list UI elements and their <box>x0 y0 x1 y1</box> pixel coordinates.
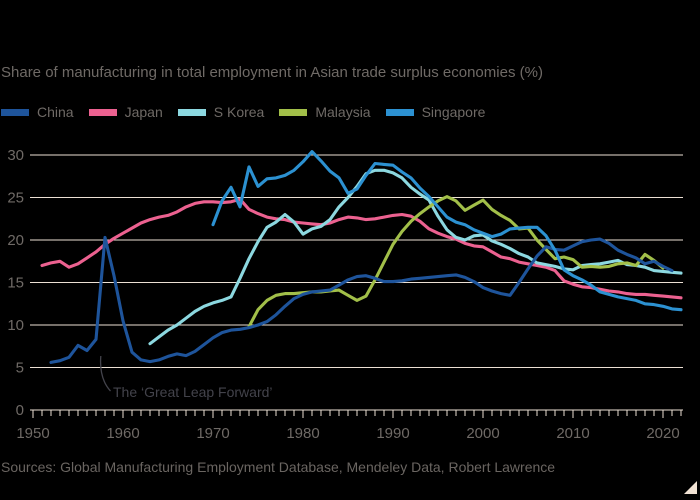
legend-label-skorea: S Korea <box>213 104 265 120</box>
series-lines <box>40 150 683 364</box>
x-tick-label-1960: 1960 <box>106 425 139 442</box>
line-skorea <box>148 168 683 346</box>
line-china <box>49 235 674 364</box>
legend-swatch-singapore <box>385 108 414 116</box>
legend-item-singapore: Singapore <box>385 104 486 120</box>
annotation-great-leap-forward: The ‘Great Leap Forward’ <box>113 384 273 400</box>
x-tick-label-1990: 1990 <box>376 425 409 442</box>
legend-label-japan: Japan <box>124 104 163 120</box>
legend-swatch-skorea <box>177 108 206 116</box>
chart-subtitle: Share of manufacturing in total employme… <box>1 64 543 81</box>
x-tick-label-2020: 2020 <box>646 425 679 442</box>
x-tick-label-2000: 2000 <box>466 425 499 442</box>
legend-item-skorea: S Korea <box>177 104 265 120</box>
y-tick-label-0: 0 <box>16 402 24 419</box>
legend-label-malaysia: Malaysia <box>315 104 371 120</box>
y-tick-label-15: 15 <box>7 275 24 292</box>
x-axis-ticks <box>32 410 682 418</box>
legend-item-japan: Japan <box>88 104 163 120</box>
line-japan <box>40 197 683 300</box>
x-tick-label-1980: 1980 <box>286 425 319 442</box>
line-malaysia <box>247 195 665 329</box>
legend-label-singapore: Singapore <box>421 104 486 120</box>
x-axis-labels: 1950 1960 1970 1980 1990 2000 2010 2020 <box>16 425 679 442</box>
legend-swatch-china <box>1 108 29 116</box>
x-tick-label-1970: 1970 <box>196 425 229 442</box>
legend-item-malaysia: Malaysia <box>279 104 371 120</box>
y-tick-label-20: 20 <box>7 232 24 249</box>
legend-item-china: China <box>1 104 74 120</box>
legend-swatch-malaysia <box>279 108 308 116</box>
annotation-callout-line <box>99 355 111 392</box>
legend: China Japan S Korea Malaysia Singapore <box>1 104 485 120</box>
y-tick-label-30: 30 <box>7 147 24 164</box>
x-tick-label-2010: 2010 <box>556 425 589 442</box>
ft-corner-fold-icon <box>684 481 697 494</box>
y-tick-label-10: 10 <box>7 317 24 334</box>
gridlines: 0 5 10 15 20 25 30 <box>7 147 683 419</box>
x-tick-label-1950: 1950 <box>16 425 49 442</box>
source-line: Sources: Global Manufacturing Employment… <box>1 459 556 475</box>
line-singapore <box>211 150 683 312</box>
y-tick-label-25: 25 <box>7 190 24 207</box>
legend-swatch-japan <box>88 108 117 116</box>
y-tick-label-5: 5 <box>16 360 24 377</box>
legend-label-china: China <box>37 104 74 120</box>
